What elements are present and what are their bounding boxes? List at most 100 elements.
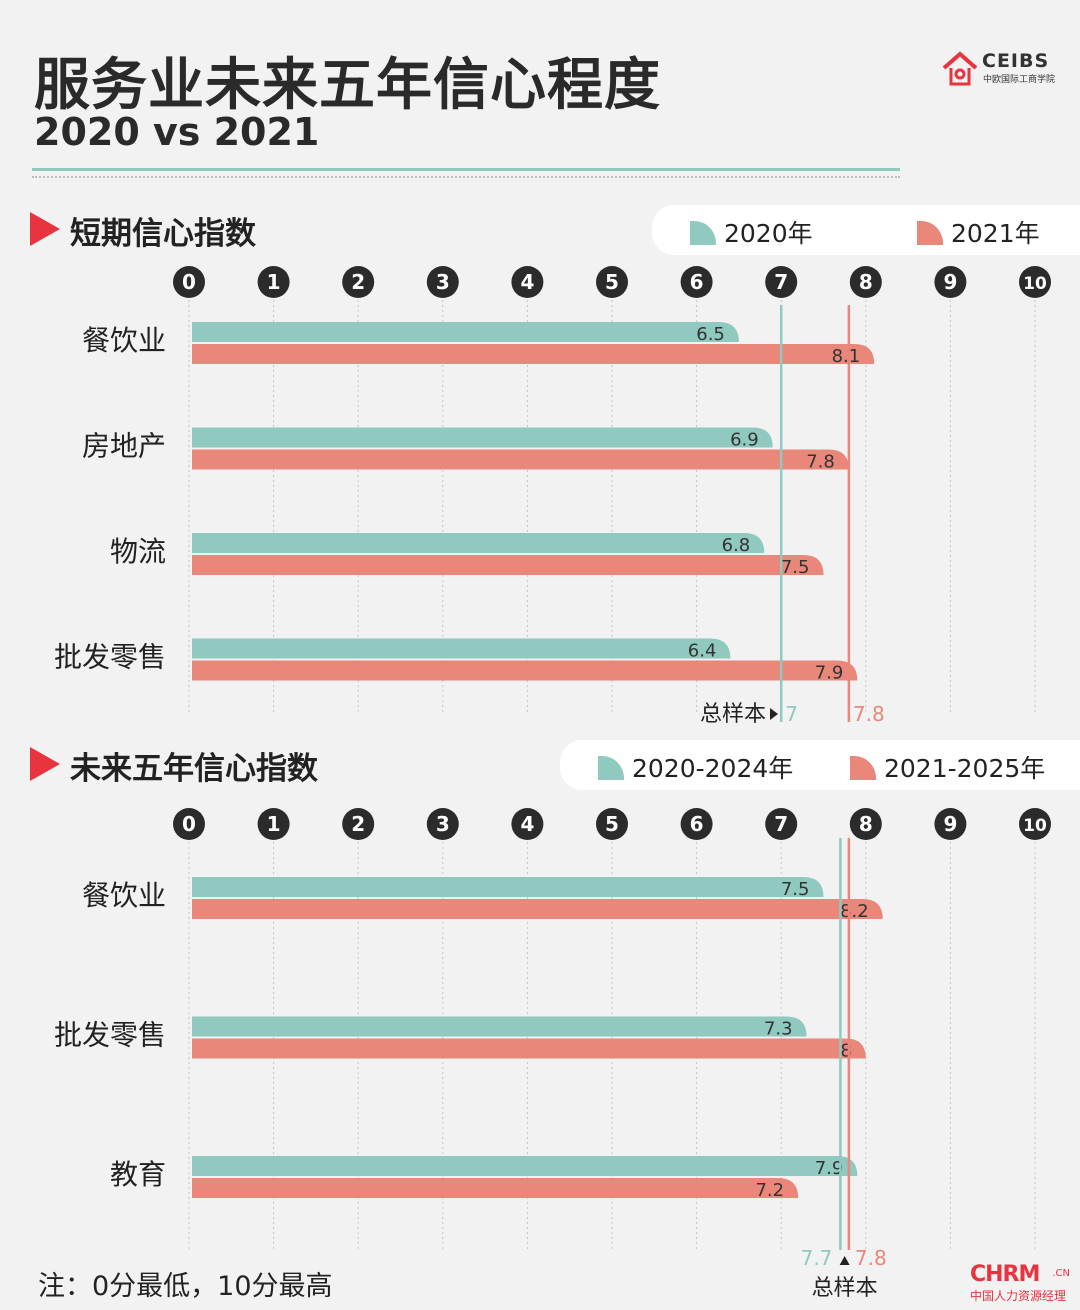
tick-label: 10	[1023, 816, 1047, 836]
tick-label: 10	[1023, 274, 1047, 294]
tick-circle	[173, 266, 205, 298]
ceibs-house-icon	[942, 51, 978, 86]
logo-subtext: 中欧国际工商学院	[983, 75, 1056, 85]
tick-circle	[765, 266, 798, 298]
bar-value-label: 8	[840, 1041, 851, 1062]
bar-salmon	[192, 660, 858, 681]
tick-circle	[257, 808, 290, 840]
legend-short-term: 2020年 2021年	[652, 205, 1080, 255]
tick-label: 8	[859, 812, 873, 836]
tick-circle	[426, 266, 459, 298]
legend-label: 2020年	[724, 219, 813, 248]
bar-value-label: 8.2	[840, 901, 869, 922]
category-label: 物流	[110, 535, 166, 568]
chrm-watermark: CHRM .CN 中国人力资源经理	[970, 1262, 1070, 1304]
reference-label: 总样本	[700, 702, 766, 727]
tick-circle	[426, 808, 459, 840]
bar-value-label: 7.9	[815, 1158, 844, 1179]
tick-circle	[173, 808, 205, 840]
bar-value-label: 6.8	[722, 535, 751, 556]
logo-text: CEIBS	[982, 50, 1050, 72]
tick-label: 7	[774, 270, 788, 294]
bar-salmon	[192, 344, 875, 364]
section-title-five-year: 未来五年信心指数	[70, 751, 318, 787]
tick-circle	[342, 266, 375, 298]
reference-value-salmon: 7.8	[855, 1246, 887, 1270]
watermark-cn: .CN	[1052, 1268, 1070, 1279]
section-title-short-term: 短期信心指数	[70, 216, 256, 252]
footer-note: 注：0分最低，10分最高	[38, 1271, 333, 1302]
tick-label: 5	[605, 270, 619, 294]
reference-arrow-icon	[839, 1256, 850, 1265]
bar-salmon	[192, 1178, 799, 1198]
page-subtitle: 2020 vs 2021	[34, 110, 320, 154]
bar-teal	[192, 427, 773, 448]
bar-salmon	[192, 899, 883, 919]
chart-short-term: 0 1 2 3 4 5 6 7 8 9 10 餐饮业 6.5 8.1 房地产 6.9 7.8 物流 6.8 7.5 批发…	[54, 266, 1051, 727]
category-label: 批发零售	[54, 1019, 166, 1052]
category-label: 餐饮业	[82, 879, 166, 912]
chart-five-year: 0 1 2 3 4 5 6 7 8 9 10 餐饮业 7.5 8.2 批发零售 7.3 8 教育 7.9 7.2 7.7…	[54, 808, 1051, 1301]
legend-five-year: 2020-2024年 2021-2025年	[560, 740, 1080, 790]
bar-value-label: 7.2	[755, 1180, 784, 1201]
bar-value-label: 6.4	[688, 641, 717, 662]
tick-label: 1	[267, 812, 281, 836]
tick-label: 0	[182, 812, 196, 836]
tick-label: 0	[182, 270, 196, 294]
legend-label: 2020-2024年	[632, 754, 794, 783]
bar-value-label: 7.5	[781, 557, 810, 578]
tick-circle	[596, 266, 628, 298]
reference-value-teal: 7.7	[801, 1246, 833, 1270]
tick-circle	[849, 808, 882, 840]
tick-label: 4	[520, 812, 534, 836]
reference-label: 总样本	[812, 1276, 878, 1301]
bar-value-label: 6.9	[730, 430, 759, 451]
tick-label: 9	[943, 270, 957, 294]
tick-label: 3	[436, 812, 450, 836]
tick-circle	[1019, 808, 1051, 840]
legend-label: 2021年	[951, 219, 1040, 248]
category-label: 房地产	[82, 430, 166, 463]
tick-label: 4	[520, 270, 534, 294]
bar-teal	[192, 1156, 858, 1176]
legend-item-2020-2024: 2020-2024年	[598, 749, 793, 785]
bar-salmon	[192, 555, 824, 575]
tick-label: 6	[690, 270, 704, 294]
tick-circle	[849, 266, 882, 298]
tick-circle	[511, 808, 544, 840]
bar-salmon	[192, 1038, 866, 1059]
bar-teal	[192, 322, 739, 342]
tick-circle	[257, 266, 290, 298]
tick-circle	[596, 808, 628, 840]
page-title: 服务业未来五年信心程度	[34, 53, 661, 118]
tick-circle	[765, 808, 798, 840]
reference-value-teal: 7	[785, 702, 798, 726]
bar-value-label: 6.5	[696, 324, 725, 345]
bar-value-label: 7.8	[806, 452, 835, 473]
tick-label: 1	[267, 270, 281, 294]
bar-value-label: 8.1	[832, 346, 861, 367]
reference-arrow-icon	[770, 708, 778, 720]
ceibs-logo: CEIBS 中欧国际工商学院	[940, 48, 1058, 88]
header-dotted-divider	[32, 176, 900, 178]
reference-value-salmon: 7.8	[853, 702, 885, 726]
tick-label: 3	[436, 270, 450, 294]
section-marker-icon	[30, 212, 60, 246]
tick-label: 5	[605, 812, 619, 836]
tick-circle	[511, 266, 544, 298]
bar-teal	[192, 877, 824, 897]
bar-teal	[192, 638, 731, 659]
tick-circle	[342, 808, 375, 840]
tick-circle	[934, 266, 967, 298]
tick-circle	[934, 808, 967, 840]
bar-value-label: 7.3	[764, 1019, 793, 1040]
legend-item-2020: 2020年	[690, 214, 813, 250]
tick-label: 7	[774, 812, 788, 836]
bar-teal	[192, 1016, 807, 1037]
tick-label: 2	[351, 270, 365, 294]
bar-salmon	[192, 449, 849, 470]
header-divider	[32, 168, 900, 171]
tick-circle	[680, 808, 713, 840]
tick-circle	[680, 266, 713, 298]
tick-label: 9	[943, 812, 957, 836]
